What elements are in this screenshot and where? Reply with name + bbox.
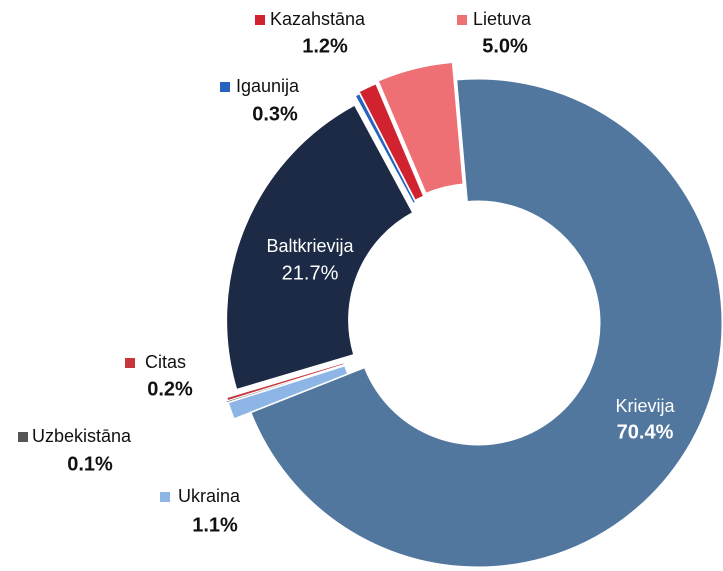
donut-slice: [354, 93, 417, 204]
donut-slice: [226, 104, 414, 390]
donut-slice: [226, 362, 345, 402]
donut-slice: [250, 78, 723, 568]
slice-name: Baltkrievija: [266, 236, 354, 256]
slice-value-label: 1.2%: [302, 35, 348, 57]
slice-name: Kazahstāna: [270, 9, 366, 29]
legend-marker: [18, 432, 28, 442]
slice-name: Citas: [145, 352, 186, 372]
slice-value-label: 21.7%: [282, 262, 339, 284]
legend-marker: [220, 82, 230, 92]
donut-slice: [227, 365, 349, 420]
slice-value-label: 5.0%: [482, 35, 528, 57]
slice-name: Ukraina: [178, 486, 241, 506]
slice-value-label: 70.4%: [617, 421, 674, 443]
slice-value-label: 0.2%: [147, 378, 193, 400]
donut-slice: [377, 61, 464, 194]
legend-marker: [457, 15, 467, 25]
slice-name: Krievija: [615, 396, 675, 416]
slice-value-label: 0.3%: [252, 103, 298, 125]
legend-marker: [125, 358, 135, 368]
slice-value-label: 0.1%: [67, 453, 113, 475]
slice-name: Uzbekistāna: [32, 426, 132, 446]
legend-marker: [255, 15, 265, 25]
slice-name: Igaunija: [236, 76, 300, 96]
slice-name: Lietuva: [473, 9, 532, 29]
legend-marker: [160, 492, 170, 502]
slice-value-label: 1.1%: [192, 514, 238, 536]
donut-slice: [358, 83, 425, 201]
